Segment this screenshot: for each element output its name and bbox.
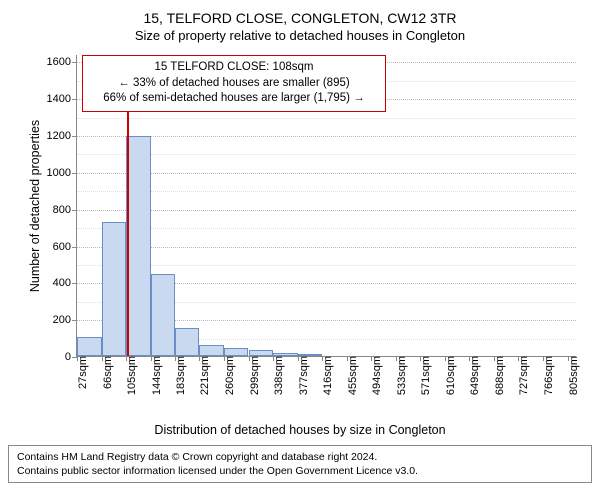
chart-container: 15, TELFORD CLOSE, CONGLETON, CW12 3TR S… (8, 10, 592, 483)
histogram-bar (224, 348, 249, 356)
info-box: 15 TELFORD CLOSE: 108sqm ← 33% of detach… (82, 55, 386, 112)
x-tick-label: 571sqm (416, 356, 432, 395)
gridline (77, 173, 576, 174)
x-tick-label: 649sqm (465, 356, 481, 395)
gridline-minor (77, 154, 576, 155)
x-tick-label: 455sqm (343, 356, 359, 395)
gridline (77, 210, 576, 211)
histogram-bar (175, 328, 199, 356)
chart-title: 15, TELFORD CLOSE, CONGLETON, CW12 3TR (8, 10, 592, 26)
x-tick-label: 610sqm (441, 356, 457, 395)
histogram-bar (126, 136, 151, 356)
x-axis-label: Distribution of detached houses by size … (8, 423, 592, 437)
histogram-bar (199, 345, 224, 356)
info-line-2: ← 33% of detached houses are smaller (89… (91, 76, 377, 92)
x-tick-label: 494sqm (367, 356, 383, 395)
gridline-minor (77, 265, 576, 266)
x-tick-label: 805sqm (564, 356, 580, 395)
x-tick-label: 533sqm (392, 356, 408, 395)
y-tick-label: 1200 (47, 130, 77, 142)
footer-line-1: Contains HM Land Registry data © Crown c… (17, 450, 583, 464)
gridline-minor (77, 191, 576, 192)
x-tick-label: 727sqm (514, 356, 530, 395)
x-tick-label: 144sqm (147, 356, 163, 395)
info-line-3: 66% of semi-detached houses are larger (… (91, 91, 377, 107)
x-tick-label: 66sqm (98, 356, 114, 389)
y-tick-label: 200 (53, 314, 77, 326)
x-tick-label: 766sqm (539, 356, 555, 395)
y-tick-label: 1600 (47, 56, 77, 68)
histogram-bar (77, 337, 102, 356)
x-tick-label: 338sqm (269, 356, 285, 395)
gridline (77, 136, 576, 137)
x-tick-label: 260sqm (220, 356, 236, 395)
x-tick-label: 377sqm (294, 356, 310, 395)
footer-box: Contains HM Land Registry data © Crown c… (8, 445, 592, 483)
x-tick-label: 416sqm (318, 356, 334, 395)
histogram-bar (151, 274, 176, 356)
histogram-bar (102, 222, 127, 356)
x-tick-label: 105sqm (122, 356, 138, 395)
y-tick-label: 600 (53, 241, 77, 253)
x-tick-label: 183sqm (171, 356, 187, 395)
x-tick-label: 299sqm (245, 356, 261, 395)
footer-line-2: Contains public sector information licen… (17, 464, 583, 478)
gridline-minor (77, 228, 576, 229)
y-tick-label: 1400 (47, 93, 77, 105)
x-tick-label: 27sqm (73, 356, 89, 389)
chart-area: Number of detached properties 0200400600… (8, 49, 592, 419)
y-tick-label: 800 (53, 204, 77, 216)
y-axis-label: Number of detached properties (28, 120, 42, 292)
info-line-1: 15 TELFORD CLOSE: 108sqm (91, 60, 377, 76)
y-tick-label: 400 (53, 277, 77, 289)
gridline-minor (77, 118, 576, 119)
chart-subtitle: Size of property relative to detached ho… (8, 28, 592, 43)
y-tick-label: 1000 (47, 167, 77, 179)
x-tick-label: 688sqm (490, 356, 506, 395)
gridline (77, 247, 576, 248)
x-tick-label: 221sqm (195, 356, 211, 395)
